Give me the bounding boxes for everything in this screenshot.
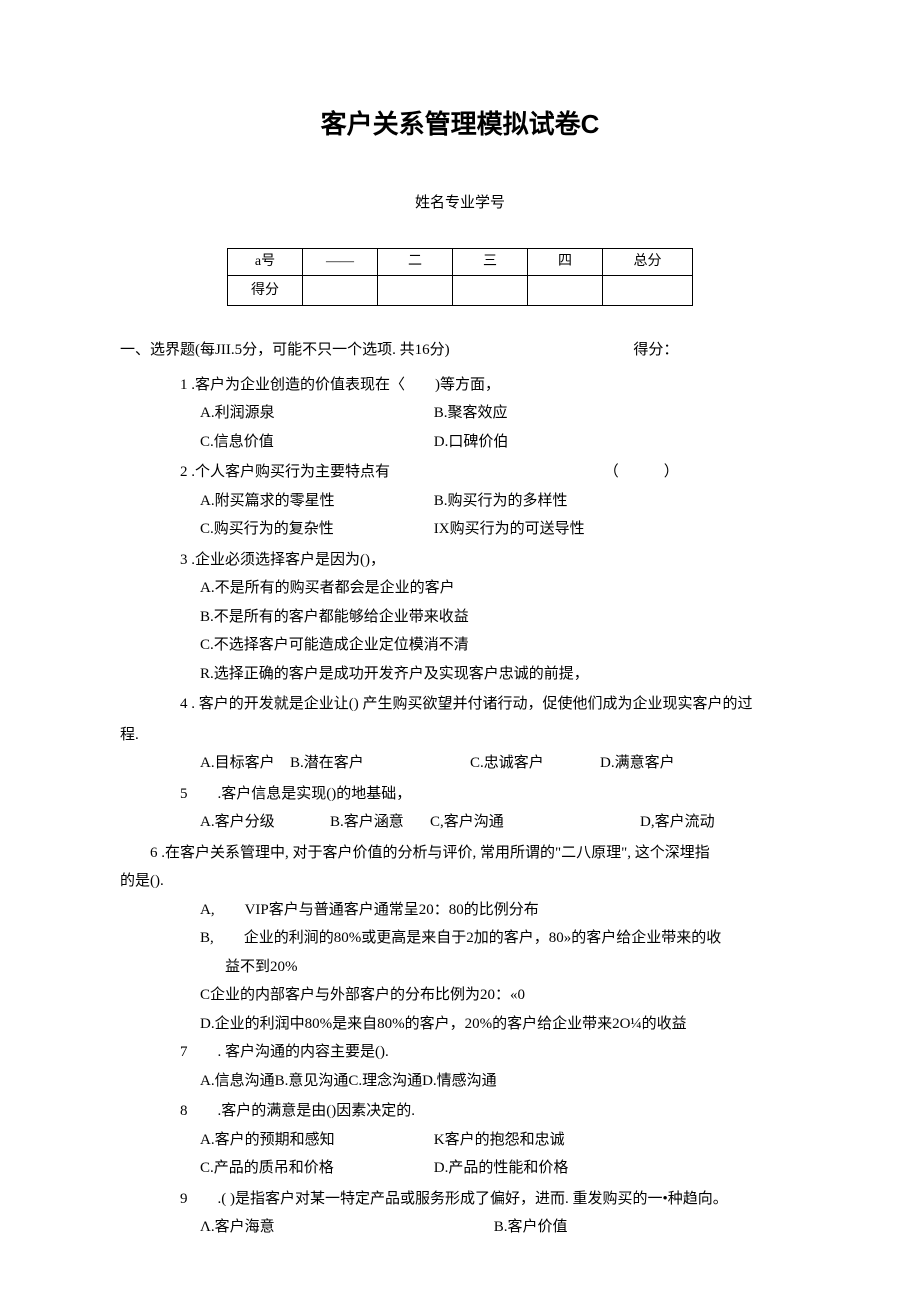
q6-stem-2: 的是(). bbox=[120, 867, 800, 896]
q3-opt-c: C.不选择客户可能造成企业定位模消不清 bbox=[180, 631, 800, 660]
q6-opt-c: C企业的内部客户与外部客户的分布比例为20：«0 bbox=[120, 981, 800, 1010]
q8-opt-d: D.产品的性能和价格 bbox=[434, 1154, 664, 1183]
section-1-head: 一、选界题(每JII.5分，可能不只一个选项. 共16分) 得分： bbox=[120, 336, 800, 365]
page-title: 客户关系管理模拟试卷C bbox=[120, 100, 800, 149]
cell-col-0: —— bbox=[303, 248, 378, 276]
cell-row-label-0: a号 bbox=[228, 248, 303, 276]
cell-blank bbox=[603, 276, 693, 306]
q3-stem: 3 .企业必须选择客户是因为()， bbox=[180, 546, 800, 575]
q3-opt-b: B.不是所有的客户都能够给企业带来收益 bbox=[180, 603, 800, 632]
q1-stem: 1 .客户为企业创造的价值表现在〈 )等方面， bbox=[180, 371, 800, 400]
section-1-score-label: 得分： bbox=[633, 336, 678, 365]
q8-opts-row-1: A.客户的预期和感知 K客户的抱怨和忠诚 bbox=[180, 1126, 800, 1155]
q1-opt-b: B.聚客效应 bbox=[434, 399, 664, 428]
score-table-body-row: 得分 bbox=[228, 276, 693, 306]
q1-opts-row-1: A.利润源泉 B.聚客效应 bbox=[180, 399, 800, 428]
q9-opt-a: Λ.客户海意 bbox=[200, 1213, 490, 1242]
q5-opt-a: A.客户分级 bbox=[200, 808, 330, 837]
q9-opt-b: B.客户价值 bbox=[494, 1219, 568, 1235]
q5-stem: 5 .客户信息是实现()的地基础， bbox=[180, 780, 800, 809]
question-5: 5 .客户信息是实现()的地基础， A.客户分级B.客户涵意C,客户沟通D,客户… bbox=[120, 780, 800, 837]
cell-col-2: 三 bbox=[453, 248, 528, 276]
q4-stem-1: 4 . 客户的开发就是企业让() 产生购买欲望并付诸行动，促使他们成为企业现实客… bbox=[180, 690, 800, 719]
cell-col-3: 四 bbox=[528, 248, 603, 276]
question-3: 3 .企业必须选择客户是因为()， A.不是所有的购买者都会是企业的客户 B.不… bbox=[120, 546, 800, 689]
q6-opt-b-1: B, 企业的利涧的80%或更高是来自于2加的客户，80»的客户给企业带来的收 bbox=[120, 924, 800, 953]
q9-stem: 9 .( )是指客户对某一特定产品或服务形成了偏好，进而. 重发购买的一•种趋向… bbox=[180, 1185, 800, 1214]
q3-opt-a: A.不是所有的购买者都会是企业的客户 bbox=[180, 574, 800, 603]
q4-opts: A.目标客户B.潜在客户C.忠诚客户D.满意客户 bbox=[120, 749, 800, 778]
cell-blank bbox=[378, 276, 453, 306]
q8-opt-b: K客户的抱怨和忠诚 bbox=[434, 1126, 664, 1155]
q2-opt-b: B.购买行为的多样性 bbox=[434, 487, 664, 516]
question-6: 6 .在客户关系管理中, 对于客户价值的分析与评价, 常用所谓的"二八原理", … bbox=[120, 839, 800, 1039]
question-9: 9 .( )是指客户对某一特定产品或服务形成了偏好，进而. 重发购买的一•种趋向… bbox=[120, 1185, 800, 1242]
q9-opts-row: Λ.客户海意 B.客户价值 bbox=[180, 1213, 800, 1242]
q7-stem: 7 . 客户沟通的内容主要是(). bbox=[180, 1038, 800, 1067]
q4-stem-2: 程. bbox=[120, 721, 800, 750]
cell-blank bbox=[303, 276, 378, 306]
question-4: 4 . 客户的开发就是企业让() 产生购买欲望并付诸行动，促使他们成为企业现实客… bbox=[120, 690, 800, 719]
q2-opts-row-1: A.附买篇求的零星性 B.购买行为的多样性 bbox=[180, 487, 800, 516]
q5-opt-d: D,客户流动 bbox=[640, 814, 715, 830]
q8-opts-row-2: C.产品的质吊和价格 D.产品的性能和价格 bbox=[180, 1154, 800, 1183]
cell-row-label-1: 得分 bbox=[228, 276, 303, 306]
q4-opt-c: C.忠诚客户 bbox=[470, 749, 600, 778]
cell-blank bbox=[528, 276, 603, 306]
score-table: a号 —— 二 三 四 总分 得分 bbox=[227, 248, 693, 307]
q2-opt-c: C.购买行为的复杂性 bbox=[200, 515, 430, 544]
cell-col-1: 二 bbox=[378, 248, 453, 276]
q6-stem-1: 6 .在客户关系管理中, 对于客户价值的分析与评价, 常用所谓的"二八原理", … bbox=[120, 839, 800, 868]
q5-opt-b: B.客户涵意 bbox=[330, 808, 430, 837]
q1-opts-row-2: C.信息价值 D.口碑价伯 bbox=[180, 428, 800, 457]
q7-opts: A.信息沟通B.意见沟通C.理念沟通D.情感沟通 bbox=[180, 1067, 800, 1096]
question-1: 1 .客户为企业创造的价值表现在〈 )等方面， A.利润源泉 B.聚客效应 C.… bbox=[120, 371, 800, 457]
q2-stem: 2 .个人客户购买行为主要特点有 （ ） bbox=[180, 458, 800, 487]
question-8: 8 .客户的满意是由()因素决定的. A.客户的预期和感知 K客户的抱怨和忠诚 … bbox=[120, 1097, 800, 1183]
section-1-title: 一、选界题(每JII.5分，可能不只一个选项. 共16分) bbox=[120, 342, 450, 358]
q4-opts-row: A.目标客户B.潜在客户C.忠诚客户D.满意客户 bbox=[180, 749, 800, 778]
q2-opt-d: IX购买行为的可送导性 bbox=[434, 515, 664, 544]
q4-opt-d: D.满意客户 bbox=[600, 755, 675, 771]
q2-opts-row-2: C.购买行为的复杂性 IX购买行为的可送导性 bbox=[180, 515, 800, 544]
q8-opt-a: A.客户的预期和感知 bbox=[200, 1126, 430, 1155]
q5-opts-row: A.客户分级B.客户涵意C,客户沟通D,客户流动 bbox=[180, 808, 800, 837]
q8-stem: 8 .客户的满意是由()因素决定的. bbox=[180, 1097, 800, 1126]
cell-blank bbox=[453, 276, 528, 306]
q1-opt-a: A.利润源泉 bbox=[200, 399, 430, 428]
q6-opt-d: D.企业的利润中80%是来自80%的客户，20%的客户给企业带来2O¼的收益 bbox=[120, 1010, 800, 1039]
q4-opt-a: A.目标客户 bbox=[200, 749, 290, 778]
cell-col-4: 总分 bbox=[603, 248, 693, 276]
q6-opt-a: A, VIP客户与普通客户通常呈20：80的比例分布 bbox=[120, 896, 800, 925]
q2-opt-a: A.附买篇求的零星性 bbox=[200, 487, 430, 516]
q2-stem-right: （ ） bbox=[604, 464, 679, 480]
q1-opt-c: C.信息价值 bbox=[200, 428, 430, 457]
q6-opt-b-2: 益不到20% bbox=[120, 953, 800, 982]
q1-opt-d: D.口碑价伯 bbox=[434, 428, 664, 457]
q5-opt-c: C,客户沟通 bbox=[430, 808, 640, 837]
q8-opt-c: C.产品的质吊和价格 bbox=[200, 1154, 430, 1183]
score-table-head-row: a号 —— 二 三 四 总分 bbox=[228, 248, 693, 276]
q3-opt-d: R.选择正确的客户是成功开发齐户及实现客户忠诚的前提， bbox=[180, 660, 800, 689]
name-line: 姓名专业学号 bbox=[120, 189, 800, 218]
q2-stem-left: 2 .个人客户购买行为主要特点有 bbox=[180, 458, 600, 487]
question-2: 2 .个人客户购买行为主要特点有 （ ） A.附买篇求的零星性 B.购买行为的多… bbox=[120, 458, 800, 544]
question-7: 7 . 客户沟通的内容主要是(). A.信息沟通B.意见沟通C.理念沟通D.情感… bbox=[120, 1038, 800, 1095]
q4-opt-b: B.潜在客户 bbox=[290, 749, 470, 778]
